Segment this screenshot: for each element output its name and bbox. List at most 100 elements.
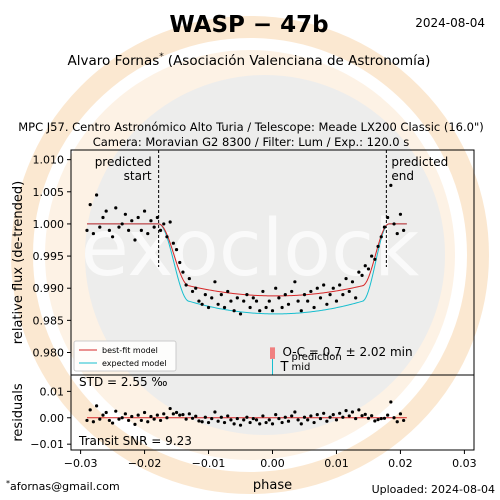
- data-point: [360, 273, 364, 277]
- residual-point: [299, 422, 303, 426]
- legend-label: best-fit model: [102, 346, 158, 355]
- data-point: [302, 293, 307, 297]
- residual-point: [139, 418, 143, 423]
- data-point: [206, 305, 211, 310]
- residual-point: [398, 412, 403, 416]
- data-point: [219, 293, 223, 297]
- observer-organization: (Asociación Valenciana de Astronomía): [168, 53, 431, 69]
- residual-point: [117, 417, 121, 421]
- residual-point: [91, 420, 95, 424]
- predicted-end-label: end: [391, 169, 414, 183]
- observation-info-line2: Camera: Moravian G2 8300 / Filter: Lum /…: [93, 135, 410, 149]
- residual-point: [402, 418, 406, 423]
- data-point: [312, 305, 316, 310]
- residual-point: [293, 410, 297, 414]
- data-point: [274, 286, 278, 290]
- residual-point: [210, 416, 214, 421]
- residual-point: [142, 410, 147, 415]
- data-point: [309, 289, 313, 294]
- residual-point: [242, 418, 246, 422]
- std-text: STD = 2.55 ‰: [79, 375, 168, 389]
- data-point: [280, 305, 284, 310]
- residual-point: [347, 414, 351, 418]
- data-point: [373, 257, 377, 261]
- residual-point: [94, 404, 99, 408]
- residual-point: [238, 423, 243, 427]
- y-tick-label: 0.985: [33, 314, 65, 327]
- residual-point: [232, 422, 236, 426]
- data-point: [382, 225, 387, 229]
- residual-point: [306, 418, 310, 422]
- data-point: [117, 225, 121, 229]
- residual-point: [283, 415, 287, 419]
- residual-point: [219, 415, 223, 419]
- residual-point: [152, 417, 156, 421]
- residual-point: [360, 414, 364, 418]
- residual-point: [98, 417, 102, 421]
- data-point: [286, 302, 291, 306]
- residual-point: [379, 416, 383, 421]
- residual-point: [222, 420, 227, 425]
- watermark-text: exoclock: [81, 204, 419, 294]
- data-point: [242, 299, 246, 303]
- data-point: [194, 286, 198, 290]
- residual-point: [178, 413, 182, 417]
- residual-point: [392, 416, 396, 420]
- data-point: [178, 260, 182, 265]
- data-point: [171, 241, 175, 245]
- residual-point: [389, 400, 393, 404]
- residual-point: [206, 420, 211, 425]
- data-point: [322, 283, 326, 287]
- residual-point: [322, 411, 326, 415]
- y-axis-label: relative flux (de-trended): [11, 181, 26, 344]
- data-point: [325, 302, 329, 306]
- residual-point: [286, 419, 291, 423]
- data-point: [296, 299, 300, 303]
- residual-point: [184, 417, 188, 421]
- residual-point: [197, 419, 201, 423]
- residual-point: [261, 414, 265, 418]
- residual-point: [216, 419, 220, 423]
- data-point: [104, 209, 108, 213]
- data-point: [88, 203, 92, 207]
- data-point: [94, 193, 99, 197]
- data-point: [277, 296, 281, 300]
- data-point: [238, 312, 243, 316]
- data-point: [318, 296, 323, 300]
- residual-point: [338, 411, 342, 415]
- data-point: [130, 219, 134, 223]
- residual-point: [181, 413, 185, 417]
- data-point: [213, 280, 217, 284]
- data-point: [331, 286, 335, 290]
- data-point: [254, 299, 259, 303]
- exoclock-watermark-logo: exoclock: [11, 16, 489, 494]
- data-point: [155, 215, 159, 220]
- data-point: [293, 280, 297, 284]
- x-tick-label: −0.01: [192, 457, 226, 470]
- transit-snr-text: Transit SNR = 9.23: [78, 434, 192, 448]
- header-date: 2024-08-04: [415, 16, 485, 30]
- data-point: [85, 228, 89, 232]
- residual-point: [165, 416, 169, 420]
- data-point: [395, 231, 399, 236]
- data-point: [363, 264, 367, 268]
- residual-point: [130, 414, 134, 419]
- x-tick-label: 0.00: [260, 457, 285, 470]
- data-point: [232, 309, 236, 313]
- data-point: [126, 228, 131, 232]
- data-point: [203, 293, 207, 297]
- x-tick-label: 0.01: [324, 457, 349, 470]
- residual-point: [251, 416, 255, 421]
- residual-y-tick-label: 0.00: [40, 412, 65, 425]
- data-point: [264, 305, 268, 310]
- data-point: [258, 309, 262, 313]
- observation-info-line1: MPC J57. Centro Astronómico Alto Turia /…: [18, 120, 483, 134]
- residual-point: [200, 420, 204, 424]
- watermark-outer-ring: [11, 16, 489, 494]
- legend-box: [73, 340, 177, 372]
- residual-point: [155, 413, 159, 417]
- oc-error-bar: [270, 347, 275, 359]
- data-point: [142, 209, 147, 213]
- residual-point: [277, 416, 281, 421]
- data-point: [251, 296, 255, 300]
